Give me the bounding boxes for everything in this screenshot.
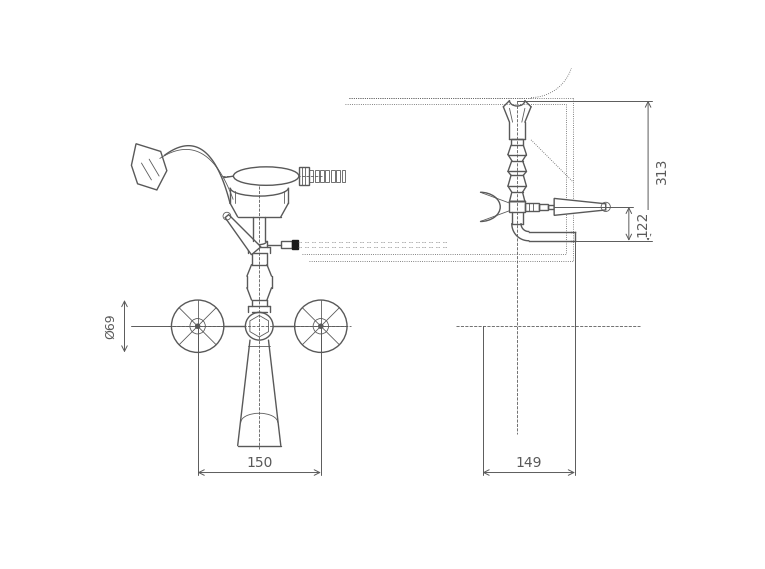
Bar <box>342 170 346 182</box>
Bar <box>309 170 313 182</box>
Text: Ø69: Ø69 <box>104 314 117 339</box>
Bar <box>511 139 523 145</box>
Polygon shape <box>132 144 167 190</box>
Bar <box>320 170 324 182</box>
Bar <box>298 167 309 185</box>
Bar <box>509 201 525 212</box>
Polygon shape <box>250 315 269 337</box>
Bar <box>337 170 340 182</box>
Bar <box>291 240 298 249</box>
Text: 149: 149 <box>516 456 542 469</box>
Bar <box>525 203 539 211</box>
Ellipse shape <box>233 167 299 185</box>
Bar <box>539 204 548 210</box>
Polygon shape <box>225 215 261 255</box>
Text: 150: 150 <box>246 456 272 469</box>
Bar <box>325 170 329 182</box>
Polygon shape <box>554 199 606 215</box>
Text: 122: 122 <box>636 211 649 237</box>
Circle shape <box>195 324 200 328</box>
Text: 313: 313 <box>655 158 669 184</box>
Bar <box>548 205 554 209</box>
Circle shape <box>318 324 323 328</box>
Bar <box>281 241 291 249</box>
Bar <box>314 170 318 182</box>
Bar <box>330 170 335 182</box>
